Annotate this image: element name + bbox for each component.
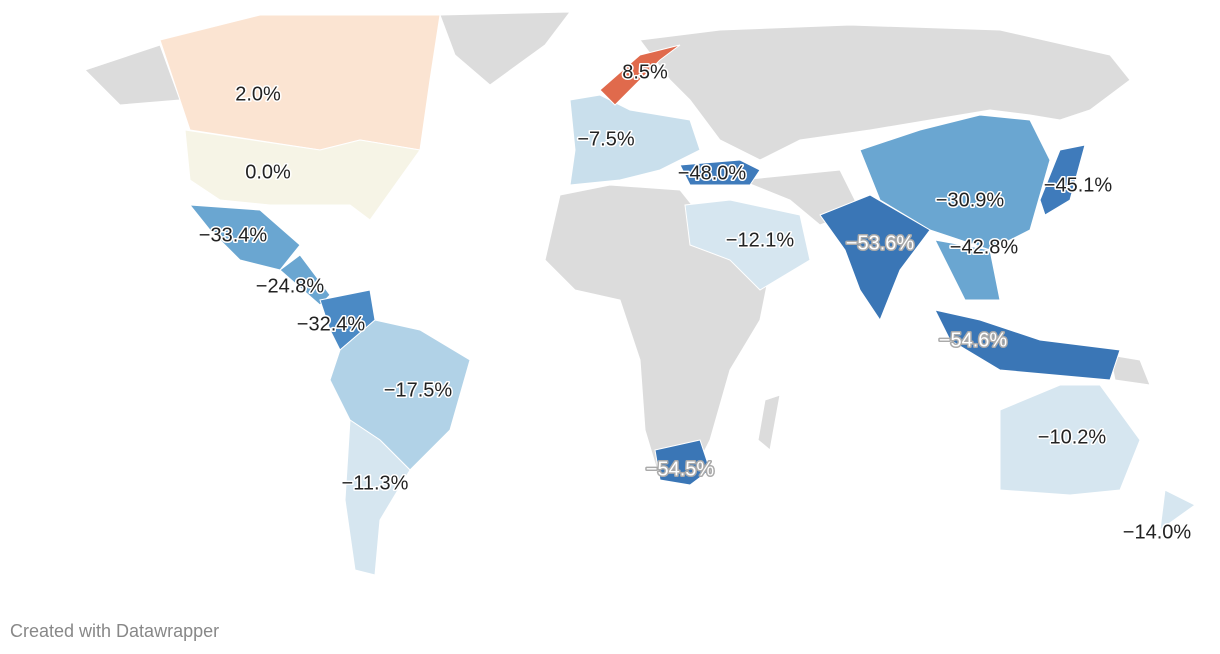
region-label: −33.4% [199, 224, 268, 246]
region-label: −17.5% [384, 379, 453, 401]
region [654, 439, 711, 486]
region [329, 319, 471, 471]
base-land [84, 11, 1151, 481]
land [1109, 354, 1151, 386]
region-label: −7.5% [577, 128, 634, 150]
region [1159, 489, 1196, 532]
region-label: −54.5% [646, 458, 715, 480]
region-label: −11.3% [342, 472, 409, 494]
regions [159, 14, 1196, 576]
region-label: −24.8% [256, 275, 325, 297]
region-label: 0.0% [245, 161, 291, 183]
region [159, 14, 441, 151]
region-label: −54.6% [939, 329, 1008, 351]
region [999, 384, 1141, 496]
region [684, 199, 811, 291]
region [934, 239, 1001, 301]
land [439, 11, 572, 86]
region [679, 159, 761, 186]
region [599, 44, 681, 106]
region-label: −42.8% [950, 236, 1019, 258]
region-label: −30.9% [936, 189, 1005, 211]
region-label: −48.0% [678, 162, 747, 184]
footer: Created with Datawrapper [10, 621, 219, 641]
labels: 2.0% 0.0% 8.5% −7.5% −48.0% −33.4% −24.8… [197, 60, 1193, 545]
region-label: −45.1% [1044, 174, 1113, 196]
region [1039, 144, 1086, 216]
region [819, 194, 931, 322]
region [934, 309, 1121, 381]
region-label: −10.2% [1038, 426, 1107, 448]
region [279, 254, 331, 306]
region-label: −12.1% [726, 229, 795, 251]
region-label: 8.5% [622, 61, 668, 83]
land [757, 394, 781, 451]
region-label: −32.4% [297, 313, 366, 335]
land [639, 24, 1131, 161]
region-label: −53.6% [846, 232, 915, 254]
region [184, 129, 421, 221]
region-label: −14.0% [1123, 521, 1192, 543]
region-label: 2.0% [235, 83, 281, 105]
region [344, 419, 411, 576]
